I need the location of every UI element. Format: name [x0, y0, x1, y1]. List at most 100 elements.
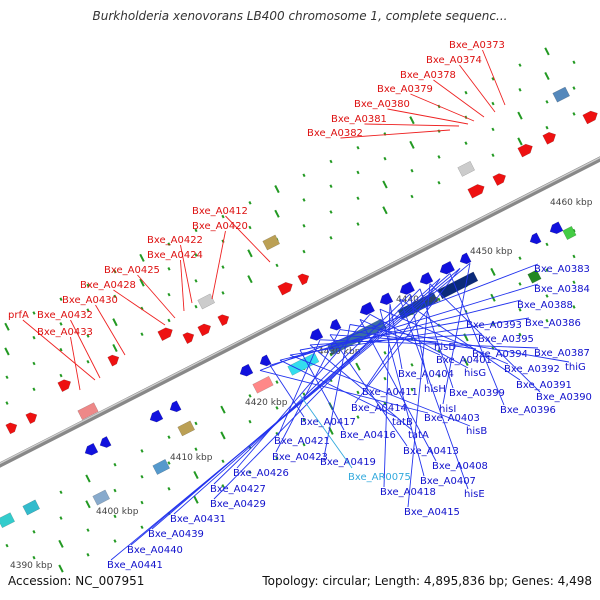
- gene-block[interactable]: [0, 512, 16, 529]
- reverse-gene-label[interactable]: Bxe_A0427: [210, 484, 266, 495]
- forward-gene-arrow[interactable]: [542, 132, 557, 145]
- gene-block[interactable]: [177, 420, 196, 437]
- reverse-gene-label[interactable]: Bxe_A0423: [272, 452, 328, 463]
- gene-block[interactable]: [197, 293, 216, 310]
- reverse-gene-arrow[interactable]: [239, 363, 254, 377]
- gene-block[interactable]: [552, 86, 571, 103]
- forward-gene-arrow[interactable]: [5, 422, 18, 435]
- forward-gene-arrow[interactable]: [467, 184, 485, 199]
- reverse-gene-arrow[interactable]: [259, 354, 272, 367]
- reverse-gene-label[interactable]: Bxe_A0391: [516, 380, 572, 391]
- rna-gene-label[interactable]: Bxe_AR0075: [348, 472, 411, 483]
- forward-gene-arrow[interactable]: [582, 110, 598, 125]
- reverse-gene-label[interactable]: Bxe_A0393: [466, 320, 522, 331]
- reverse-gene-label[interactable]: hisB: [466, 426, 487, 437]
- forward-gene-label[interactable]: Bxe_A0374: [426, 55, 482, 66]
- reverse-gene-label[interactable]: Bxe_A0399: [449, 388, 505, 399]
- forward-gene-label[interactable]: Bxe_A0428: [80, 280, 136, 291]
- forward-gene-label[interactable]: Bxe_A0378: [400, 70, 456, 81]
- reverse-gene-label[interactable]: Bxe_A0429: [210, 499, 266, 510]
- reverse-gene-label[interactable]: Bxe_A0387: [534, 348, 590, 359]
- reverse-gene-label[interactable]: Bxe_A0421: [274, 436, 330, 447]
- reverse-gene-arrow[interactable]: [439, 260, 456, 275]
- forward-gene-arrow[interactable]: [182, 332, 195, 345]
- reverse-gene-label[interactable]: Bxe_A0394: [472, 349, 528, 360]
- reverse-gene-label[interactable]: Bxe_A0401: [436, 355, 492, 366]
- reverse-gene-label[interactable]: tatA: [408, 430, 429, 441]
- gene-block[interactable]: [527, 269, 542, 284]
- forward-gene-label[interactable]: Bxe_A0373: [449, 40, 505, 51]
- reverse-gene-label[interactable]: Bxe_A0416: [340, 430, 396, 441]
- reverse-gene-label[interactable]: Bxe_A0439: [148, 529, 204, 540]
- reverse-gene-label[interactable]: Bxe_A0440: [127, 545, 183, 556]
- forward-gene-label[interactable]: Bxe_A0433: [37, 327, 93, 338]
- reverse-gene-label[interactable]: Bxe_A0390: [536, 392, 592, 403]
- forward-gene-arrow[interactable]: [297, 273, 310, 286]
- reverse-gene-label[interactable]: hisH: [424, 384, 446, 395]
- forward-gene-label[interactable]: Bxe_A0422: [147, 235, 203, 246]
- reverse-gene-label[interactable]: Bxe_A0411: [362, 387, 418, 398]
- forward-gene-label[interactable]: Bxe_A0382: [307, 128, 363, 139]
- reverse-gene-label[interactable]: hisE: [464, 489, 485, 500]
- reverse-gene-label[interactable]: Bxe_A0415: [404, 507, 460, 518]
- reverse-gene-arrow[interactable]: [379, 292, 394, 306]
- forward-gene-arrow[interactable]: [197, 323, 212, 337]
- reverse-gene-label[interactable]: hisG: [464, 368, 486, 379]
- gene-block[interactable]: [77, 402, 99, 421]
- gene-block[interactable]: [457, 160, 476, 177]
- reverse-gene-label[interactable]: Bxe_A0384: [534, 284, 590, 295]
- forward-gene-arrow[interactable]: [25, 412, 38, 425]
- reverse-gene-arrow[interactable]: [99, 436, 112, 448]
- reverse-gene-arrow[interactable]: [149, 409, 164, 423]
- gene-block[interactable]: [252, 375, 274, 394]
- forward-gene-label[interactable]: Bxe_A0381: [331, 114, 387, 125]
- reverse-gene-label[interactable]: Bxe_A0386: [525, 318, 581, 329]
- reverse-gene-label[interactable]: Bxe_A0407: [420, 476, 476, 487]
- reverse-gene-arrow[interactable]: [549, 221, 564, 235]
- reverse-gene-label[interactable]: Bxe_A0395: [478, 334, 534, 345]
- forward-gene-label[interactable]: Bxe_A0412: [192, 206, 248, 217]
- reverse-gene-label[interactable]: Bxe_A0417: [300, 417, 356, 428]
- forward-gene-label[interactable]: Bxe_A0424: [147, 250, 203, 261]
- reverse-gene-label[interactable]: Bxe_A0388: [517, 300, 573, 311]
- reverse-gene-arrow[interactable]: [459, 252, 472, 265]
- reverse-gene-label[interactable]: hisD: [434, 342, 456, 353]
- reverse-gene-arrow[interactable]: [529, 232, 542, 245]
- forward-gene-arrow[interactable]: [157, 327, 173, 342]
- reverse-gene-arrow[interactable]: [419, 271, 434, 285]
- forward-gene-arrow[interactable]: [57, 379, 72, 393]
- gene-block[interactable]: [92, 489, 111, 506]
- reverse-gene-label[interactable]: Bxe_A0396: [500, 405, 556, 416]
- reverse-gene-arrow[interactable]: [84, 442, 99, 456]
- reverse-gene-arrow[interactable]: [309, 328, 324, 341]
- forward-gene-arrow[interactable]: [277, 281, 293, 296]
- forward-gene-arrow[interactable]: [107, 354, 120, 367]
- gene-block[interactable]: [562, 225, 577, 241]
- forward-gene-arrow[interactable]: [492, 173, 507, 186]
- forward-gene-label[interactable]: Bxe_A0420: [192, 221, 248, 232]
- forward-gene-label[interactable]: Bxe_A0380: [354, 99, 410, 110]
- reverse-gene-label[interactable]: hisI: [439, 404, 456, 415]
- reverse-gene-label[interactable]: thiG: [565, 362, 586, 373]
- reverse-gene-label[interactable]: Bxe_A0426: [233, 468, 289, 479]
- reverse-gene-label[interactable]: Bxe_A0431: [170, 514, 226, 525]
- reverse-gene-label[interactable]: Bxe_A0392: [504, 364, 560, 375]
- gene-block[interactable]: [152, 458, 171, 475]
- forward-gene-label[interactable]: Bxe_A0432: [37, 310, 93, 321]
- reverse-gene-arrow[interactable]: [399, 281, 416, 295]
- gene-block[interactable]: [262, 234, 281, 251]
- reverse-gene-label[interactable]: Bxe_A0418: [380, 487, 436, 498]
- forward-gene-label[interactable]: Bxe_A0425: [104, 265, 160, 276]
- forward-gene-arrow[interactable]: [517, 143, 533, 158]
- reverse-gene-arrow[interactable]: [359, 301, 376, 316]
- reverse-gene-arrow[interactable]: [169, 400, 182, 413]
- forward-gene-label[interactable]: Bxe_A0430: [62, 295, 118, 306]
- forward-gene-arrow[interactable]: [217, 314, 230, 327]
- forward-gene-label[interactable]: prfA: [8, 310, 29, 321]
- reverse-gene-arrow[interactable]: [329, 318, 342, 331]
- forward-gene-label[interactable]: Bxe_A0379: [377, 84, 433, 95]
- reverse-gene-label[interactable]: Bxe_A0383: [534, 264, 590, 275]
- gene-block[interactable]: [22, 499, 41, 516]
- reverse-gene-label[interactable]: Bxe_A0441: [107, 560, 163, 571]
